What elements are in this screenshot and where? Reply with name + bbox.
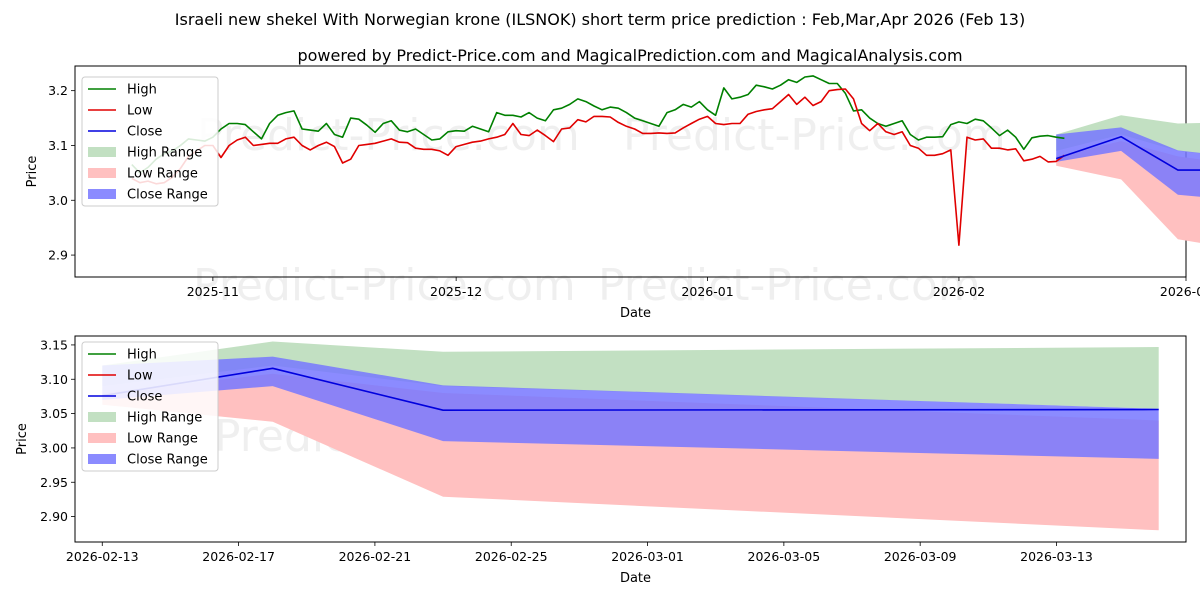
top-legend-label-low-range: Low Range [127, 167, 198, 182]
bottom-y-tick-label: 3.10 [40, 372, 68, 387]
bottom-x-tick-label: 2026-02-25 [475, 549, 548, 564]
bottom-y-tick-label: 3.15 [40, 337, 68, 352]
bottom-legend-swatch-low-range [88, 433, 116, 443]
bottom-legend-swatch-close-range [88, 454, 116, 464]
top-close-range-band [1056, 127, 1200, 197]
top-axes: 2025-11 2025-12 2026-01 2026-02 2026-03 2.9 3.… [25, 83, 1200, 321]
top-legend-swatch-close-range [88, 189, 116, 199]
bottom-legend-label-low-range: Low Range [127, 432, 198, 447]
bottom-legend-label-close-range: Close Range [127, 453, 208, 468]
bottom-plot-frame [74, 335, 1187, 543]
top-y-tick-label: 3.0 [48, 193, 68, 208]
bottom-legend-label-high-range: High Range [127, 411, 202, 426]
bottom-axes: 2026-02-13 2026-02-17 2026-02-21 2026-02-25… [15, 337, 1093, 586]
bottom-x-tick-label: 2026-02-13 [66, 549, 139, 564]
bottom-y-tick-label: 3.05 [40, 406, 68, 421]
top-x-tick-label: 2026-03 [1160, 284, 1200, 299]
chart-subtitle: powered by Predict-Price.com and Magical… [297, 46, 962, 65]
bottom-x-tick-label: 2026-02-17 [202, 549, 275, 564]
top-series-lines [131, 75, 1200, 246]
top-high-line [131, 75, 1065, 174]
top-legend: High Low Close High Range Low Range Close Ran… [81, 76, 219, 207]
bottom-y-tick-label: 2.95 [40, 475, 68, 490]
top-panel: Predict-Price.com Predict-Price.com Predic… [25, 65, 1200, 321]
top-plot-frame [74, 65, 1187, 278]
top-y-tick-label: 3.1 [48, 138, 68, 153]
top-legend-swatch-low-range [88, 168, 116, 178]
bottom-legend-label-high: High [127, 348, 157, 363]
top-low-line [131, 88, 1065, 246]
chart-title: Israeli new shekel With Norwegian krone … [175, 10, 1025, 29]
bottom-legend-label-low: Low [127, 369, 153, 384]
top-watermark: Predict-Price.com [623, 110, 1006, 161]
bottom-x-tick-label: 2026-03-05 [748, 549, 821, 564]
top-y-tick-label: 3.2 [48, 83, 68, 98]
top-x-tick-label: 2025-12 [430, 284, 482, 299]
bottom-x-tick-label: 2026-03-13 [1020, 549, 1093, 564]
bottom-x-tick-label: 2026-03-01 [611, 549, 684, 564]
top-y-axis-label: Price [25, 156, 40, 188]
bottom-legend: High Low Close High Range Low Range Close Ran… [81, 341, 219, 472]
top-legend-label-high: High [127, 83, 157, 98]
bottom-high-range-band [102, 341, 1159, 409]
bottom-y-tick-label: 2.90 [40, 509, 68, 524]
bottom-y-tick-label: 3.00 [40, 440, 68, 455]
bottom-prediction-ranges [102, 341, 1159, 531]
bottom-legend-label-close: Close [127, 390, 162, 405]
top-watermark: Predict-Price.com [193, 260, 576, 311]
top-legend-label-high-range: High Range [127, 146, 202, 161]
top-legend-label-close-range: Close Range [127, 188, 208, 203]
top-x-axis-label: Date [620, 306, 651, 321]
top-legend-label-low: Low [127, 104, 153, 119]
bottom-x-tick-label: 2026-02-21 [339, 549, 412, 564]
bottom-y-axis-label: Price [15, 423, 30, 455]
top-watermark: Predict-Price.com [197, 110, 580, 161]
bottom-legend-swatch-high-range [88, 412, 116, 422]
top-x-tick-label: 2025-11 [187, 284, 239, 299]
top-prediction-ranges [1056, 115, 1200, 243]
top-x-tick-label: 2026-02 [933, 284, 985, 299]
top-close-line [1055, 135, 1200, 171]
top-watermark: Predict-Price.com [598, 260, 981, 311]
top-watermarks: Predict-Price.com Predict-Price.com Predic… [193, 110, 1006, 311]
bottom-close-range-band [102, 356, 1159, 459]
bottom-x-axis-label: Date [620, 571, 651, 586]
bottom-x-tick-label: 2026-03-09 [884, 549, 957, 564]
top-x-tick-label: 2026-01 [681, 284, 733, 299]
top-y-tick-label: 2.9 [48, 248, 68, 263]
top-legend-swatch-high-range [88, 147, 116, 157]
top-legend-label-close: Close [127, 125, 162, 140]
